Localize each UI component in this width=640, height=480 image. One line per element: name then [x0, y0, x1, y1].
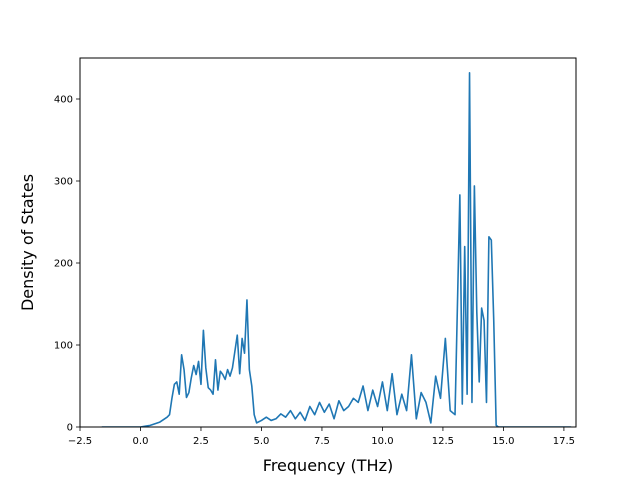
axes-frame	[79, 57, 577, 428]
x-tick-label: 12.5	[432, 436, 454, 447]
x-tick-label: 0.0	[133, 436, 149, 447]
x-axis: −2.5 0.0 2.5 5.0 7.5 10.0 12.5 15.0 17.5	[68, 427, 575, 447]
x-tick-label: 2.5	[193, 436, 209, 447]
x-tick-label: 15.0	[492, 436, 514, 447]
y-tick-label: 200	[54, 259, 73, 270]
x-tick-label: 7.5	[314, 436, 330, 447]
y-tick-label: 100	[54, 341, 73, 352]
y-axis: 0 100 200 300 400	[54, 95, 80, 434]
x-axis-label: Frequency (THz)	[263, 456, 393, 475]
x-tick-label: −2.5	[68, 436, 92, 447]
x-tick-label: 5.0	[254, 436, 270, 447]
x-tick-label: 17.5	[553, 436, 575, 447]
x-tick-label: 10.0	[371, 436, 393, 447]
y-tick-label: 300	[54, 177, 73, 188]
y-axis-label: Density of States	[18, 174, 37, 311]
plot-area	[101, 71, 572, 427]
y-tick-label: 400	[54, 95, 73, 106]
dos-series-line-0	[101, 71, 572, 427]
y-tick-label: 0	[67, 423, 73, 434]
